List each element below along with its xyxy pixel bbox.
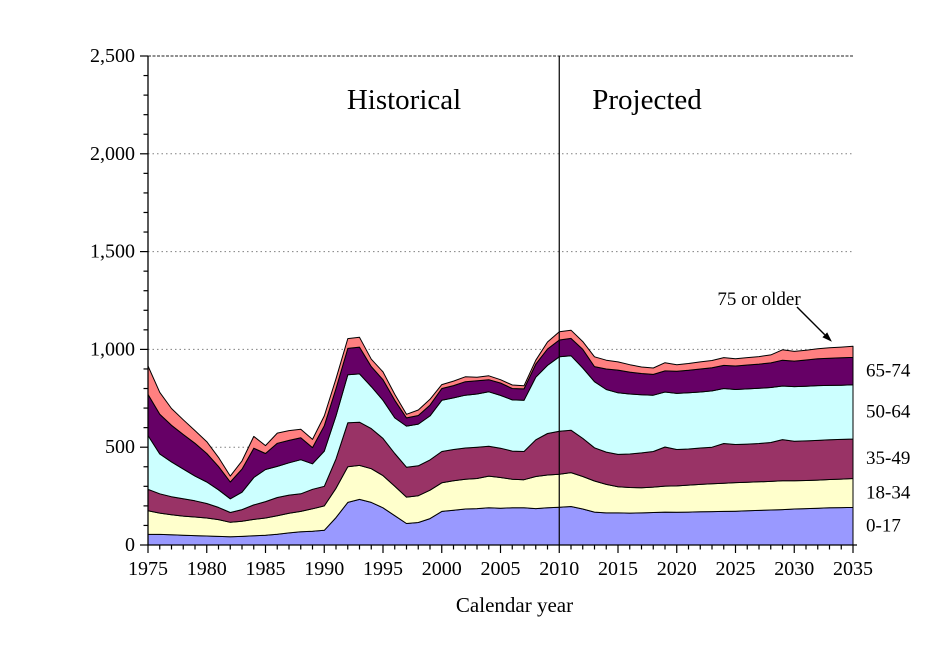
series-label-35-49: 35-49: [866, 448, 910, 469]
population-stacked-area-chart: 0 500 1,000 1,500 2,000 2,500 1975 1980 1985 1990…: [40, 16, 936, 636]
callout-arrow-shaft: [796, 306, 826, 336]
series-label-50-64: 50-64: [866, 401, 911, 422]
areas: [147, 329, 854, 546]
y-tick-label-1-500: 1,500: [90, 241, 135, 263]
x-tick-label-2035: 2035: [833, 558, 873, 580]
x-tick-label-2025: 2025: [716, 558, 756, 580]
x-tick-label-1975: 1975: [128, 558, 168, 580]
x-tick-label-2005: 2005: [481, 558, 521, 580]
x-tick-label-2010: 2010: [539, 558, 579, 580]
annotations: Calendar year Historical Projected 0-17 18-3…: [347, 56, 911, 617]
y-tick-label-2-000: 2,000: [90, 143, 135, 165]
x-tick-label-2020: 2020: [657, 558, 697, 580]
series-label-0-17: 0-17: [866, 516, 901, 537]
x-tick-label-1980: 1980: [187, 558, 227, 580]
y-tick-label-2-500: 2,500: [90, 45, 135, 67]
region-label-projected: Projected: [592, 84, 702, 116]
area-75-or-older: [147, 329, 854, 483]
y-tick-label-500: 500: [105, 436, 135, 458]
y-tick-label-1-000: 1,000: [90, 338, 135, 360]
stacked-area-chart-canvas: 0 500 1,000 1,500 2,000 2,500 1975 1980 1985 1990…: [90, 45, 911, 617]
axes: [140, 55, 857, 553]
x-tick-label-1990: 1990: [304, 558, 344, 580]
x-tick-label-2015: 2015: [598, 558, 638, 580]
x-axis-title: Calendar year: [456, 593, 573, 617]
x-tick-label-2030: 2030: [774, 558, 814, 580]
x-tick-label-1985: 1985: [246, 558, 286, 580]
callout-75-or-older: 75 or older: [717, 289, 801, 310]
series-label-18-34: 18-34: [866, 482, 911, 503]
region-label-historical: Historical: [347, 84, 461, 116]
x-tick-label-1995: 1995: [363, 558, 403, 580]
tick-labels: 0 500 1,000 1,500 2,000 2,500 1975 1980 1985 1990…: [90, 45, 873, 580]
y-tick-label-0: 0: [125, 534, 135, 556]
series-label-65-74: 65-74: [866, 361, 911, 382]
x-tick-label-2000: 2000: [422, 558, 462, 580]
callout-arrowhead-icon: [822, 332, 832, 342]
